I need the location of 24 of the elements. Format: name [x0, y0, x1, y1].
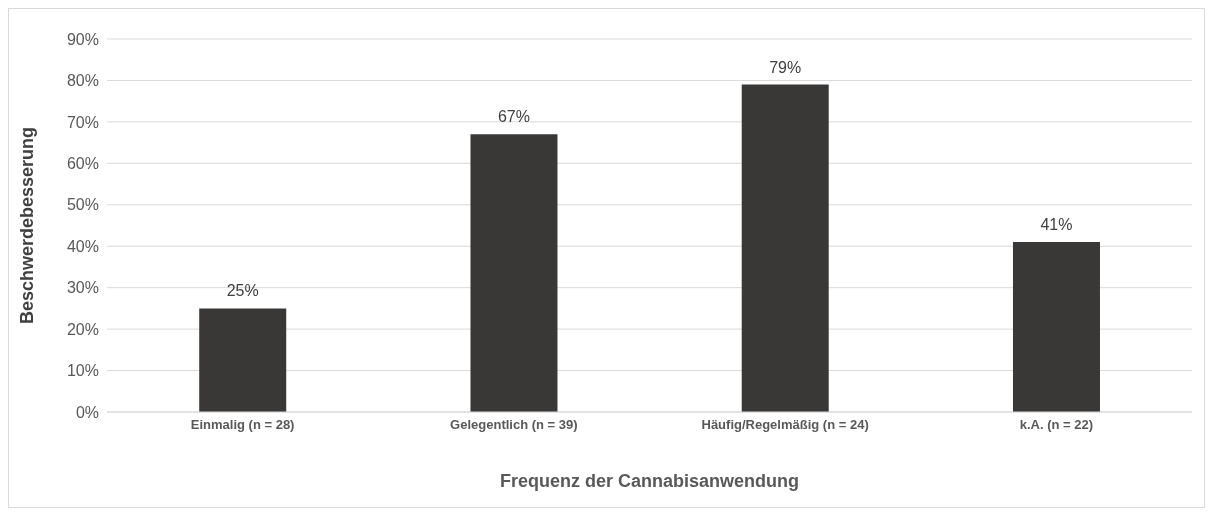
- x-tick-label: Gelegentlich (n = 39): [450, 417, 578, 433]
- y-tick-label: 10%: [66, 362, 99, 380]
- y-tick-label: 90%: [66, 30, 99, 48]
- y-tick-label: 70%: [66, 113, 99, 131]
- bar: [470, 134, 558, 412]
- bar: [199, 308, 287, 412]
- x-tick-label: Einmalig (n = 28): [190, 417, 295, 433]
- y-tick-label: 20%: [66, 320, 99, 338]
- data-label: 25%: [226, 282, 259, 300]
- data-label: 67%: [497, 108, 530, 126]
- x-tick-label: Häufig/Regelmäßig (n = 24): [701, 417, 869, 433]
- data-label: 41%: [1040, 216, 1073, 234]
- y-tick-label: 30%: [66, 279, 99, 297]
- bar: [1012, 242, 1100, 412]
- y-tick-label: 60%: [66, 155, 99, 173]
- y-tick-label: 50%: [66, 196, 99, 214]
- x-axis-title: Frequenz der Cannabisanwendung: [499, 471, 800, 491]
- y-tick-label: 0%: [75, 403, 99, 421]
- data-label: 79%: [769, 58, 802, 76]
- x-tick-label: k.A. (n = 22): [1019, 417, 1094, 433]
- y-tick-label: 80%: [66, 72, 99, 90]
- bar: [741, 84, 829, 412]
- y-tick-label: 40%: [66, 237, 99, 255]
- y-axis-title: Beschwerdebesserung: [17, 126, 38, 325]
